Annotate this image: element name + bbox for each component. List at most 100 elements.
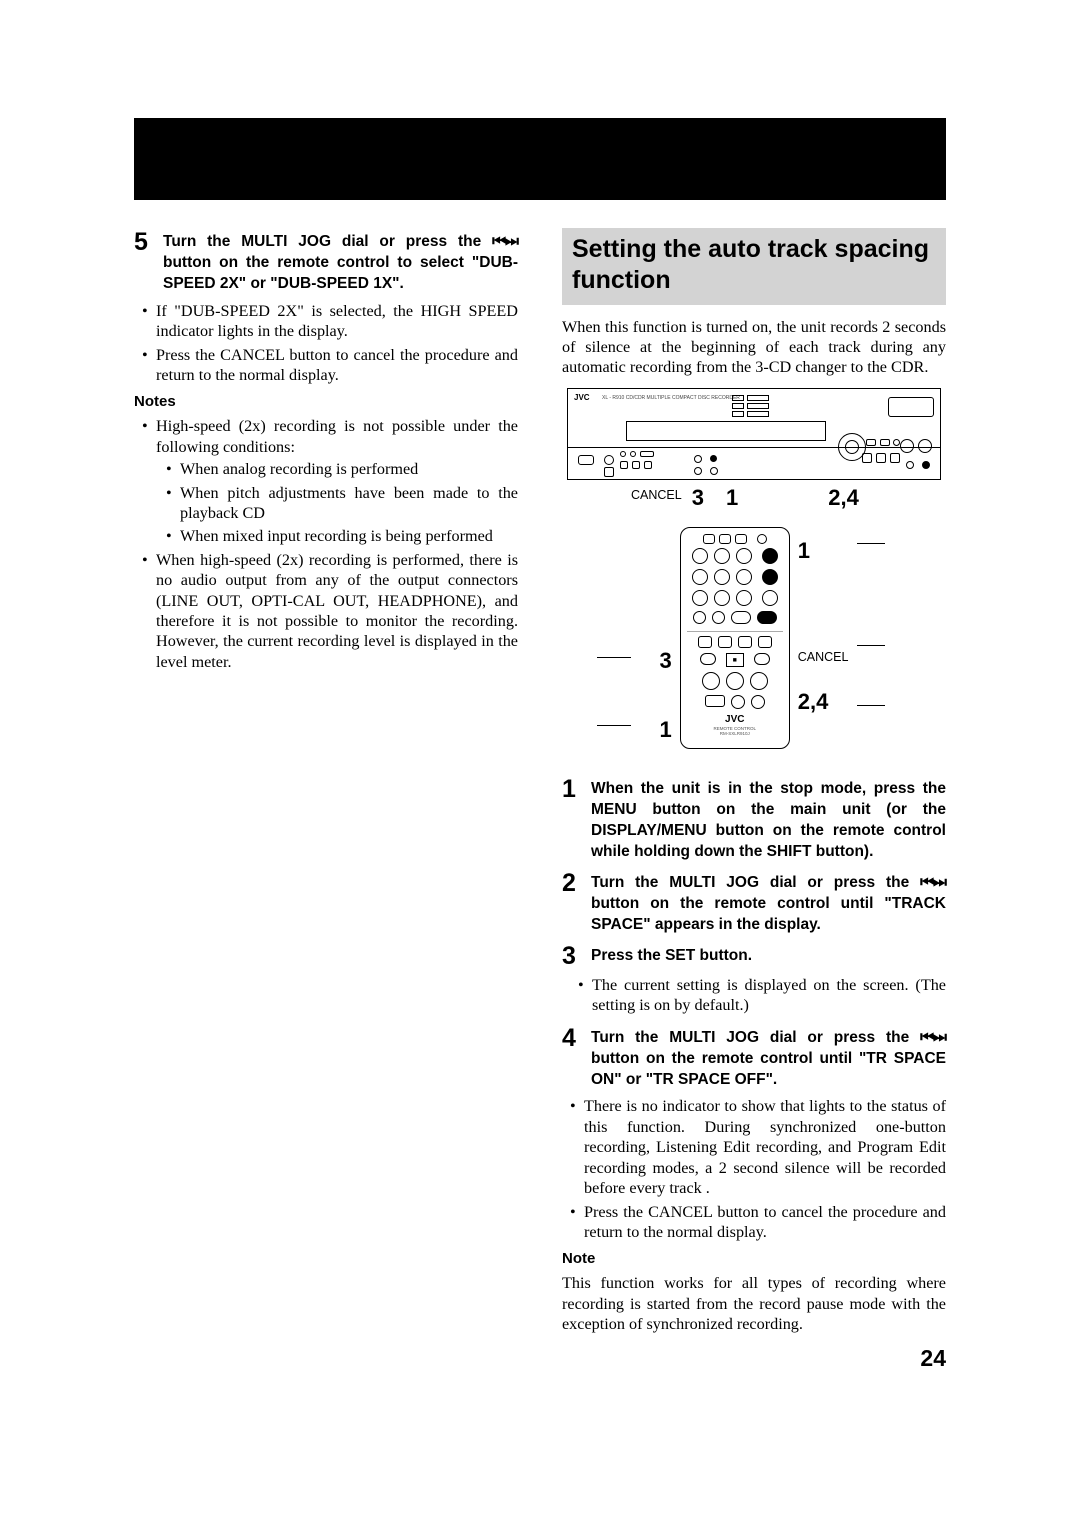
callout-24: 2,4	[828, 484, 859, 512]
step-2: 2 Turn the MULTI JOG dial or press the ⏮…	[562, 869, 946, 936]
remote-row	[692, 548, 778, 564]
step-3-number: 3	[562, 942, 582, 969]
prev-next-icon: ⏮⏭	[920, 874, 946, 891]
remote-divider	[687, 631, 783, 632]
bullet-item: When high-speed (2x) recording is perfor…	[156, 550, 518, 672]
step-4-text-b: button on the remote control until "TR S…	[591, 1050, 946, 1088]
remote-row	[693, 611, 777, 624]
notes-sub-bullets: When analog recording is performed When …	[156, 459, 518, 547]
bullet-item: There is no indicator to show that light…	[584, 1096, 946, 1198]
header-black-band	[134, 118, 946, 200]
unit-button	[900, 439, 914, 453]
notes-bullets: High-speed (2x) recording is not possibl…	[134, 416, 518, 672]
unit-divider	[568, 447, 940, 448]
remote-row	[702, 672, 768, 690]
step-5-text-a: Turn the MULTI JOG dial or press the	[163, 233, 492, 250]
bullet-item: The current setting is displayed on the …	[592, 975, 946, 1016]
display-panel	[626, 421, 826, 441]
remote-figure: . 3 1	[567, 527, 941, 749]
unit-button	[640, 451, 654, 457]
power-button	[578, 455, 594, 465]
prev-next-icon: ⏮⏭	[492, 233, 518, 250]
step-3: 3 Press the SET button.	[562, 942, 946, 969]
remote-row	[692, 590, 778, 606]
remote-row	[698, 636, 772, 648]
step-2-text-a: Turn the MULTI JOG dial or press the	[591, 874, 920, 891]
bullet-item: Press the CANCEL button to cancel the pr…	[156, 345, 518, 386]
callout-3: 3	[692, 484, 704, 512]
step-1-number: 1	[562, 775, 582, 802]
unit-button	[630, 451, 636, 457]
unit-button	[862, 453, 872, 463]
notes-heading: Notes	[134, 393, 518, 412]
remote-model-text: REMOTE CONTROLRM-SXLR910J	[714, 727, 757, 736]
note-1-text: High-speed (2x) recording is not possibl…	[156, 417, 518, 455]
unit-button	[620, 451, 626, 457]
unit-button	[876, 453, 886, 463]
bullet-item: When analog recording is performed	[180, 459, 518, 479]
remote-right-callouts: 1 CANCEL 2,4	[798, 527, 849, 749]
step-5-text-b: button on the remote control to select "…	[163, 254, 518, 292]
unit-button	[620, 461, 628, 469]
connector-line	[597, 657, 631, 658]
step-2-number: 2	[562, 869, 582, 896]
step-1: 1 When the unit is in the stop mode, pre…	[562, 775, 946, 863]
model-text: XL - R910 CD/CDR MULTIPLE COMPACT DISC R…	[602, 395, 740, 401]
note-text: This function works for all types of rec…	[562, 1273, 946, 1334]
remote-row: ■	[700, 653, 770, 667]
unit-button	[632, 461, 640, 469]
unit-button	[890, 453, 900, 463]
unit-button	[694, 455, 702, 463]
step-3-text: Press the SET button.	[591, 942, 752, 967]
unit-button	[710, 455, 717, 462]
callout-1: 1	[660, 716, 672, 744]
callout-1: 1	[726, 484, 738, 512]
step-5-bullets: If "DUB-SPEED 2X" is selected, the HIGH …	[134, 301, 518, 386]
connector-line	[597, 725, 631, 726]
connector-line	[857, 645, 885, 646]
step-4: 4 Turn the MULTI JOG dial or press the ⏮…	[562, 1024, 946, 1091]
page-body: 5 Turn the MULTI JOG dial or press the ⏮…	[134, 228, 946, 1342]
section-title: Setting the auto track spacing function	[562, 228, 946, 305]
note-heading: Note	[562, 1250, 946, 1269]
step-4-bullets: There is no indicator to show that light…	[562, 1096, 946, 1242]
unit-button	[694, 467, 702, 475]
step-4-number: 4	[562, 1024, 582, 1051]
step-4-text: Turn the MULTI JOG dial or press the ⏮⏭ …	[591, 1024, 946, 1091]
bullet-item: Press the CANCEL button to cancel the pr…	[584, 1202, 946, 1243]
step-5: 5 Turn the MULTI JOG dial or press the ⏮…	[134, 228, 518, 295]
step-5-text: Turn the MULTI JOG dial or press the ⏮⏭ …	[163, 228, 518, 295]
unit-button	[604, 467, 614, 477]
page-number: 24	[920, 1345, 946, 1372]
unit-callout-labels: CANCEL 3 1 2,4	[567, 484, 941, 512]
callout-1: 1	[798, 537, 810, 565]
callout-24: 2,4	[798, 688, 829, 716]
step-2-text-b: button on the remote control until "TRAC…	[591, 895, 946, 933]
remote-top-row	[703, 534, 767, 544]
left-column: 5 Turn the MULTI JOG dial or press the ⏮…	[134, 228, 518, 1342]
unit-button	[906, 461, 914, 469]
unit-button	[922, 461, 930, 469]
step-5-number: 5	[134, 228, 154, 255]
unit-button	[893, 439, 900, 446]
unit-button	[604, 455, 614, 465]
prev-next-icon: ⏮⏭	[920, 1029, 946, 1046]
main-unit-illustration: JVC XL - R910 CD/CDR MULTIPLE COMPACT DI…	[567, 388, 941, 480]
connector-line	[857, 705, 885, 706]
brand-label: JVC	[574, 393, 590, 403]
step-3-bullets: The current setting is displayed on the …	[562, 975, 946, 1016]
step-4-text-a: Turn the MULTI JOG dial or press the	[591, 1029, 920, 1046]
bullet-item: When pitch adjustments have been made to…	[180, 483, 518, 524]
right-column: Setting the auto track spacing function …	[562, 228, 946, 1342]
remote-left-callouts: . 3 1	[660, 527, 672, 749]
unit-button	[866, 439, 876, 446]
step-1-text: When the unit is in the stop mode, press…	[591, 775, 946, 863]
cancel-label: CANCEL	[798, 650, 849, 666]
device-figure: JVC XL - R910 CD/CDR MULTIPLE COMPACT DI…	[567, 388, 941, 750]
step-2-text: Turn the MULTI JOG dial or press the ⏮⏭ …	[591, 869, 946, 936]
unit-button	[644, 461, 652, 469]
tray-indicator	[888, 397, 934, 417]
bullet-item: When mixed input recording is being perf…	[180, 526, 518, 546]
unit-button	[918, 439, 932, 453]
bullet-item: High-speed (2x) recording is not possibl…	[156, 416, 518, 546]
